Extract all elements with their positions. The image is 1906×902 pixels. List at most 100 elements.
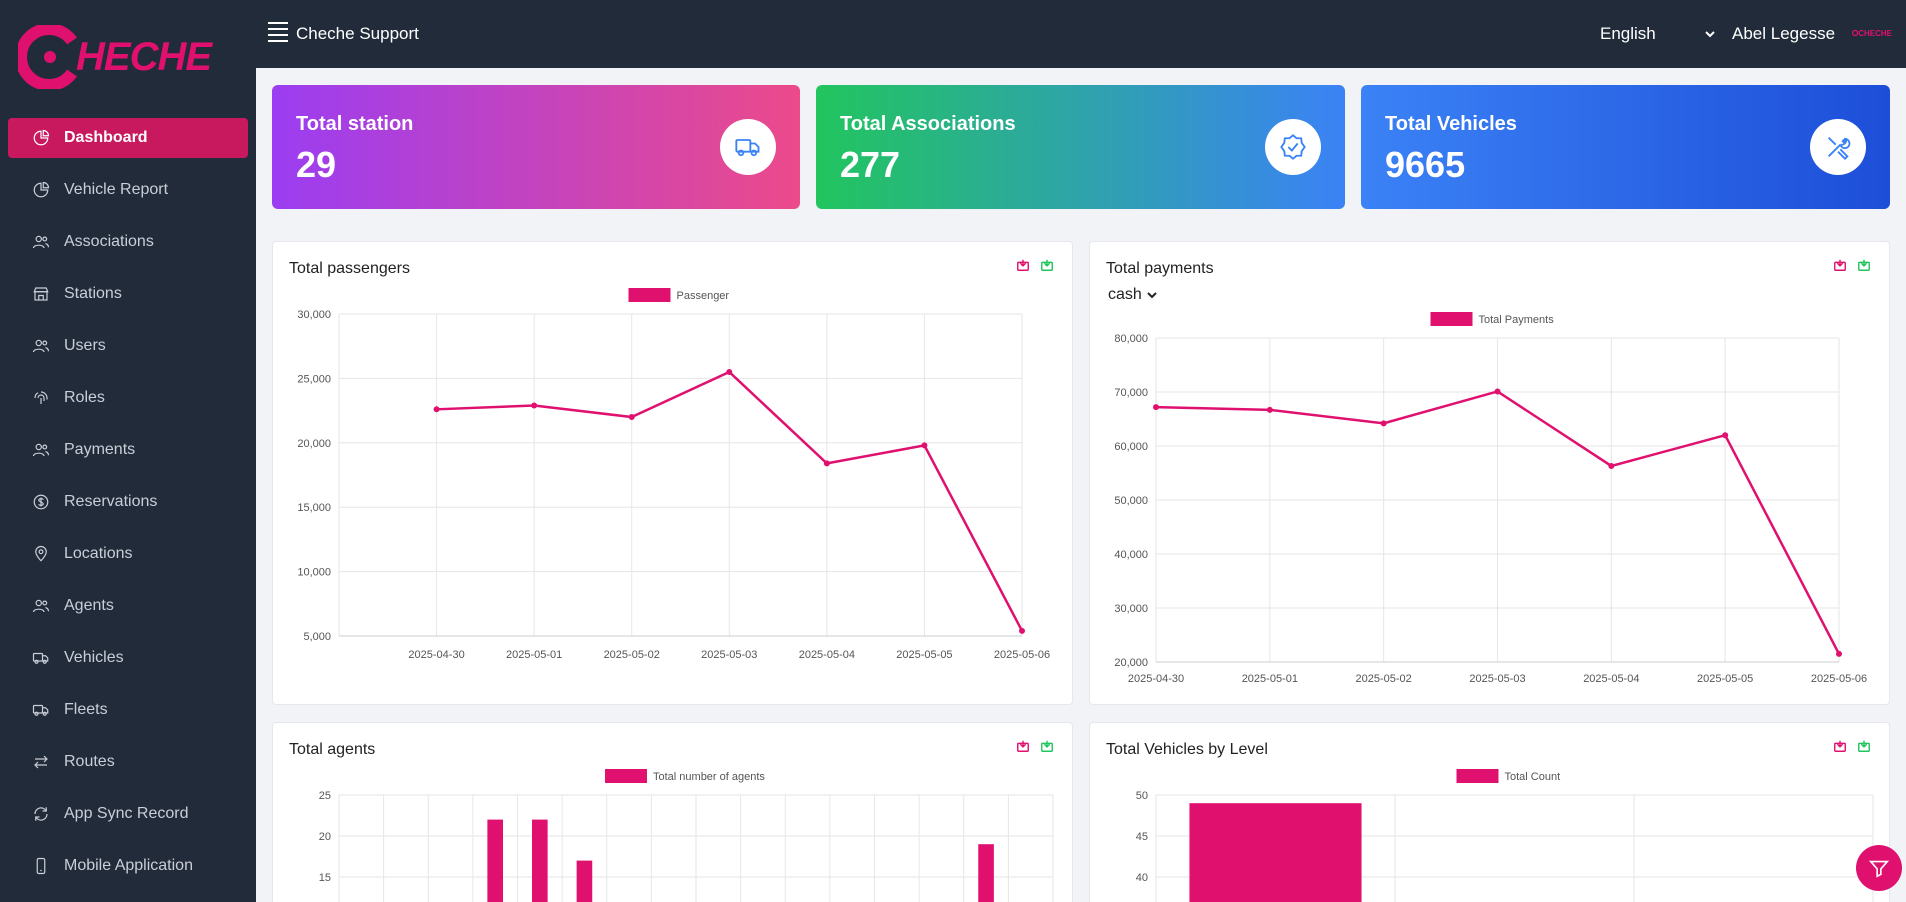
- y-tick-label: 15,000: [297, 502, 331, 514]
- legend-label: Total Payments: [1479, 314, 1555, 326]
- chart-card-passengers: Total passengers Passenger 30,000 25,000 20…: [272, 241, 1073, 705]
- data-point: [1019, 627, 1025, 634]
- sidebar-item-routes[interactable]: Routes: [8, 742, 248, 782]
- pie-chart-icon: [32, 181, 50, 199]
- bar: [978, 844, 994, 902]
- pie-chart-icon: [32, 129, 50, 147]
- y-tick-label: 40: [1136, 872, 1148, 884]
- legend-swatch: [1456, 769, 1499, 783]
- y-tick-label: 60,000: [1114, 441, 1148, 453]
- x-tick-label: 2025-05-06: [994, 649, 1050, 661]
- download-csv-icon[interactable]: [1040, 258, 1054, 272]
- y-tick-label: 20: [319, 831, 331, 843]
- users-icon: [32, 441, 50, 459]
- chart-title: Total agents: [289, 741, 376, 758]
- x-tick-label: 2025-05-02: [1356, 673, 1412, 685]
- sidebar-item-payments[interactable]: Payments: [8, 430, 248, 470]
- sidebar-item-locations[interactable]: Locations: [8, 534, 248, 574]
- sidebar-item-label: Vehicles: [64, 649, 124, 666]
- x-tick-label: 2025-05-03: [701, 649, 757, 661]
- sidebar-item-reservations[interactable]: Reservations: [8, 482, 248, 522]
- sidebar-nav: Dashboard Vehicle Report Associations Stati…: [8, 118, 248, 898]
- download-csv-icon[interactable]: [1040, 739, 1054, 753]
- sidebar-item-associations[interactable]: Associations: [8, 222, 248, 262]
- sidebar-item-label: Agents: [64, 597, 114, 614]
- payment-type-select[interactable]: cash: [1108, 286, 1158, 304]
- y-tick-label: 50: [1136, 790, 1148, 802]
- sidebar-item-app-sync-record[interactable]: App Sync Record: [8, 794, 248, 834]
- filter-button[interactable]: [1856, 845, 1902, 891]
- sidebar-item-stations[interactable]: Stations: [8, 274, 248, 314]
- sidebar-item-vehicle-report[interactable]: Vehicle Report: [8, 170, 248, 210]
- hamburger-menu-icon[interactable]: [268, 22, 288, 42]
- sidebar-item-agents[interactable]: Agents: [8, 586, 248, 626]
- truck-icon: [720, 119, 776, 175]
- x-tick-label: 2025-05-01: [1242, 673, 1298, 685]
- language-value: English: [1600, 24, 1656, 43]
- x-tick-label: 2025-05-01: [506, 649, 562, 661]
- y-tick-label: 20,000: [297, 438, 331, 450]
- sidebar-item-roles[interactable]: Roles: [8, 378, 248, 418]
- chevron-down-icon: [1147, 292, 1157, 299]
- sidebar-item-label: Stations: [64, 285, 122, 302]
- sidebar-item-label: Reservations: [64, 493, 158, 510]
- bar: [576, 860, 593, 902]
- y-tick-label: 70,000: [1114, 387, 1148, 399]
- sidebar-item-label: Roles: [64, 389, 105, 406]
- chart-passengers: Passenger 30,000 25,000 20,000 15,000 10,000 5…: [297, 288, 1050, 661]
- payment-type-value: cash: [1108, 286, 1142, 303]
- user-name[interactable]: Abel Legesse: [1732, 24, 1836, 43]
- x-tick-label: 2025-05-06: [1811, 673, 1867, 685]
- sidebar-item-mobile-application[interactable]: Mobile Application: [8, 846, 248, 886]
- y-tick-label: 30,000: [297, 309, 331, 321]
- store-icon: [32, 285, 50, 303]
- stat-card-total-vehicles[interactable]: Total Vehicles 9665: [1361, 85, 1890, 209]
- stat-value: 29: [296, 144, 337, 185]
- legend-label: Passenger: [677, 290, 730, 302]
- chart-title: Total passengers: [289, 260, 410, 277]
- data-point: [433, 406, 440, 413]
- stat-card-total-station[interactable]: Total station 29: [272, 85, 800, 209]
- y-tick-label: 50,000: [1114, 495, 1148, 507]
- y-tick-label: 5,000: [303, 631, 331, 643]
- tools-icon: [1810, 119, 1866, 175]
- language-select[interactable]: English: [1600, 20, 1716, 48]
- sidebar-item-fleets[interactable]: Fleets: [8, 690, 248, 730]
- download-csv-icon[interactable]: [1857, 258, 1871, 272]
- map-pin-icon: [32, 545, 50, 563]
- download-image-icon[interactable]: [1833, 739, 1847, 753]
- stat-value: 9665: [1385, 144, 1466, 185]
- data-point: [823, 460, 830, 467]
- users-icon: [32, 233, 50, 251]
- chart-card-payments: Total payments cash Total Payments 80,000…: [1089, 241, 1890, 705]
- sidebar-item-label: Users: [64, 337, 106, 354]
- download-image-icon[interactable]: [1833, 258, 1847, 272]
- download-image-icon[interactable]: [1016, 739, 1030, 753]
- mini-logo-text: CHECHE: [1858, 28, 1892, 38]
- sidebar-item-dashboard[interactable]: Dashboard: [8, 118, 248, 158]
- y-tick-label: 10,000: [297, 567, 331, 579]
- logo[interactable]: HECHE: [18, 24, 238, 90]
- logo-text: HECHE: [76, 34, 212, 79]
- download-image-icon[interactable]: [1016, 258, 1030, 272]
- sidebar-item-label: Payments: [64, 441, 136, 458]
- y-tick-label: 45: [1136, 831, 1148, 843]
- topbar: Cheche Support English Abel Legesse CHEC…: [256, 0, 1906, 68]
- data-point: [1153, 404, 1159, 411]
- sidebar-item-label: Associations: [64, 233, 154, 250]
- data-point: [1494, 388, 1501, 395]
- data-point: [1380, 420, 1387, 427]
- sidebar: HECHE Dashboard Vehicle Report Association…: [0, 0, 256, 902]
- chart-levels: Total Count50454035: [1136, 769, 1874, 902]
- stat-card-total-associations[interactable]: Total Associations 277: [816, 85, 1345, 209]
- chart-card-agents: Total agents Total number of agents 25 20 1…: [272, 722, 1073, 902]
- download-csv-icon[interactable]: [1857, 739, 1871, 753]
- sidebar-item-users[interactable]: Users: [8, 326, 248, 366]
- y-tick-label: 25: [319, 790, 331, 802]
- x-tick-label: 2025-04-30: [408, 649, 464, 661]
- chart-card-levels: Total Vehicles by Level Total Count 50 45 4…: [1089, 722, 1890, 902]
- dollar-icon: [32, 493, 50, 511]
- bar: [1189, 803, 1362, 902]
- sidebar-item-vehicles[interactable]: Vehicles: [8, 638, 248, 678]
- y-tick-label: 20,000: [1114, 657, 1148, 669]
